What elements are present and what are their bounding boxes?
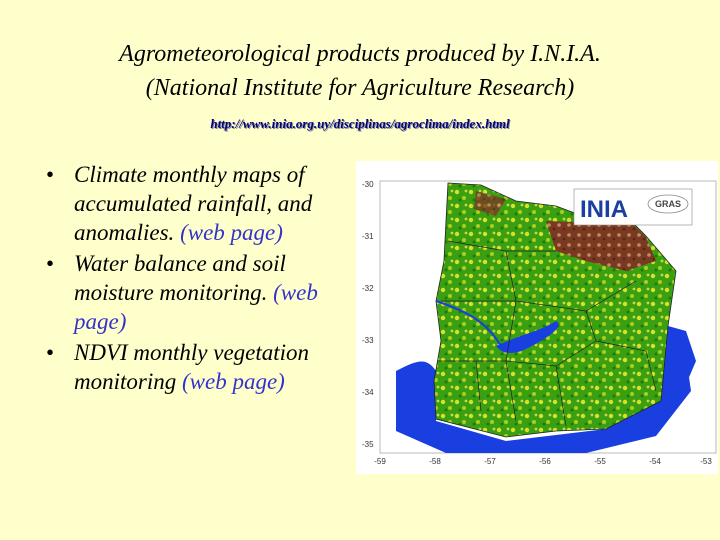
lon-label: -58 — [429, 457, 441, 466]
title-line-1: Agrometeorological products produced by … — [119, 41, 601, 67]
bullet-item-ndvi: • NDVI monthly vegetation monitoring (we… — [46, 338, 346, 396]
lat-label: -33 — [362, 336, 374, 345]
lon-label: -59 — [374, 457, 386, 466]
river — [435, 300, 502, 347]
bullet-list: • Climate monthly maps of accumulated ra… — [46, 160, 346, 398]
latitude-labels: -30 -31 -32 -33 -34 -35 — [362, 180, 374, 449]
lat-label: -34 — [362, 388, 374, 397]
longitude-labels: -59 -58 -57 -56 -55 -54 -53 — [374, 457, 712, 466]
bullet-dot: • — [46, 251, 55, 276]
lat-label: -32 — [362, 284, 374, 293]
web-page-link[interactable]: (web page) — [74, 280, 318, 334]
department-borders — [438, 240, 657, 427]
lon-label: -56 — [539, 457, 551, 466]
inia-logo-text: INIA — [580, 196, 628, 223]
bullet-dot: • — [46, 162, 55, 187]
gras-logo — [647, 194, 689, 214]
bullet-text: Climate monthly maps of accumulated rain… — [74, 162, 313, 245]
lon-label: -57 — [484, 457, 496, 466]
bullet-item-rainfall: • Climate monthly maps of accumulated ra… — [46, 160, 346, 247]
web-page-link[interactable]: (web page) — [181, 369, 285, 394]
lon-label: -55 — [594, 457, 606, 466]
ndvi-map-image: INIA GRAS -30 -31 -32 -33 -34 -35 -59 -5… — [356, 161, 718, 474]
bullet-text: Water balance and soil moisture monitori… — [74, 251, 286, 305]
bullet-text: NDVI monthly vegetation monitoring — [74, 340, 310, 394]
lat-label: -31 — [362, 232, 374, 241]
highland-area — [546, 213, 656, 271]
lat-label: -30 — [362, 180, 374, 189]
title-line-2: (National Institute for Agriculture Rese… — [145, 75, 575, 101]
lon-label: -53 — [700, 457, 712, 466]
web-page-link[interactable]: (web page) — [180, 220, 283, 245]
source-url-link[interactable]: http://www.inia.org.uy/disciplinas/agroc… — [210, 116, 510, 131]
bullet-dot: • — [46, 340, 55, 365]
gras-logo-text: GRAS — [655, 199, 681, 209]
bullet-item-water-balance: • Water balance and soil moisture monito… — [46, 249, 346, 336]
water-body — [396, 356, 691, 453]
lat-label: -35 — [362, 440, 374, 449]
lon-label: -54 — [649, 457, 661, 466]
highland-area — [474, 191, 506, 216]
river — [496, 321, 559, 353]
lagoon — [661, 326, 696, 401]
